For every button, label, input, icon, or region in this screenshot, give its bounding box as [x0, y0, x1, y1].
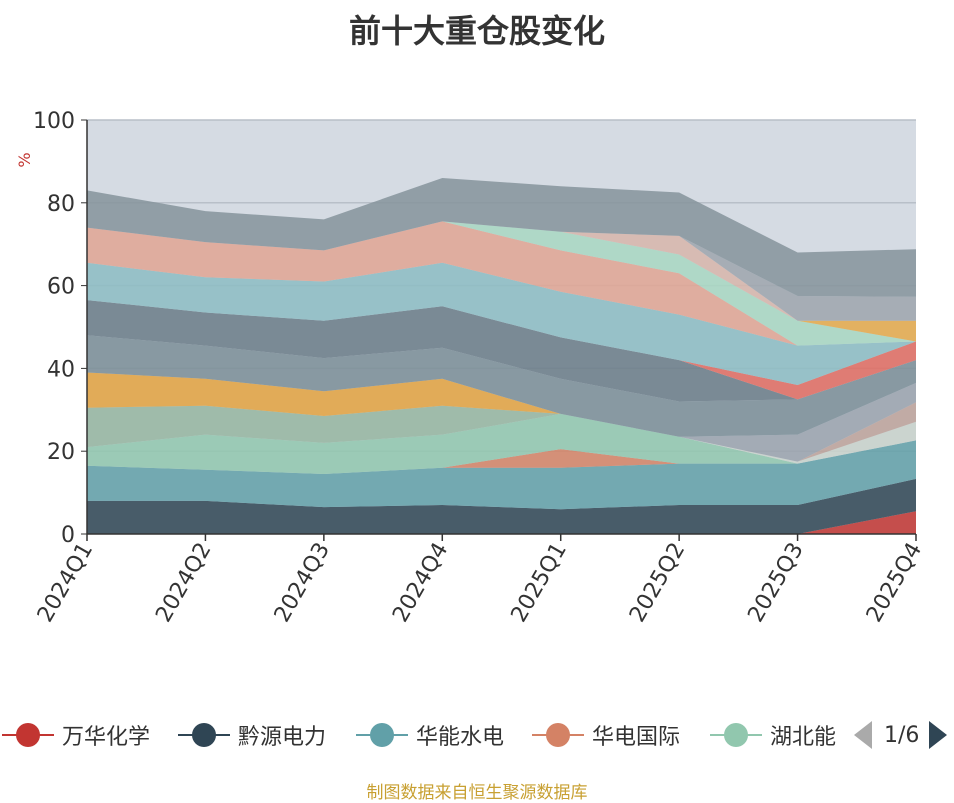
x-tick-label: 2025Q1	[507, 539, 572, 627]
area-chart: 0 20 40 60 80 100 2024Q1 2024Q2 2024Q3 2024Q4 2025…	[15, 109, 927, 627]
legend-pager: 1/6	[854, 712, 948, 758]
y-tick-label: 100	[33, 109, 75, 134]
legend-label: 华能水电	[416, 725, 505, 750]
legend-label: 湖北能	[770, 725, 837, 750]
legend-marker-icon	[710, 723, 762, 747]
y-tick-label: 40	[47, 357, 75, 382]
pager-prev-icon[interactable]	[854, 721, 872, 749]
x-tick-label: 2024Q4	[388, 539, 453, 627]
chart-title: 前十大重仓股变化	[348, 12, 605, 50]
x-tick-label: 2025Q3	[743, 539, 808, 627]
area-series-19[interactable]	[87, 221, 916, 321]
legend-label: 万华化学	[62, 725, 151, 750]
area-series-1[interactable]	[87, 478, 916, 534]
legend-page-number: 1/6	[884, 722, 920, 748]
x-tick-label: 2024Q3	[270, 539, 335, 627]
legend-marker-icon	[532, 723, 584, 747]
x-tick-label: 2025Q2	[625, 539, 690, 627]
y-tick-label: 20	[47, 440, 75, 465]
area-series-8[interactable]	[87, 382, 916, 448]
x-tick-label: 2024Q1	[33, 539, 98, 627]
legend-item-3[interactable]: 华电国际	[532, 712, 680, 758]
legend-item-2[interactable]: 华能水电	[356, 712, 504, 758]
area-series-4[interactable]	[87, 413, 916, 474]
area-series-11[interactable]	[87, 300, 916, 402]
pager-next-icon[interactable]	[929, 721, 948, 749]
area-series-9[interactable]	[87, 372, 916, 437]
legend-item-1[interactable]: 黔源电力	[178, 712, 326, 758]
area-series-20[interactable]	[87, 178, 916, 297]
series-areas	[87, 178, 916, 534]
area-series-10[interactable]	[87, 335, 916, 437]
area-series-2[interactable]	[87, 440, 916, 510]
source-note: 制图数据来自恒生聚源数据库	[366, 783, 588, 803]
legend-marker-icon	[178, 723, 230, 747]
area-series-0[interactable]	[87, 511, 916, 534]
legend-item-0[interactable]: 万华化学	[2, 712, 150, 758]
y-tick-label: 60	[47, 275, 75, 300]
y-tick-label: 0	[61, 523, 75, 548]
legend-marker-icon	[356, 723, 408, 747]
y-axis-label: %	[15, 152, 34, 167]
area-series-3[interactable]	[87, 440, 916, 474]
legend-label: 华电国际	[592, 725, 681, 750]
area-series-15[interactable]	[87, 221, 916, 346]
legend-label: 黔源电力	[238, 725, 327, 750]
legend-item-4[interactable]: 湖北能	[710, 712, 836, 758]
x-tick-label: 2024Q2	[151, 539, 216, 627]
legend-marker-icon	[2, 723, 54, 747]
legend: 万华化学 黔源电力 华能水电 华电国际 湖北能	[0, 712, 954, 758]
y-tick-label: 80	[47, 192, 75, 217]
area-series-16[interactable]	[87, 221, 916, 346]
area-series-14[interactable]	[87, 262, 916, 385]
x-tick-label: 2025Q4	[862, 539, 927, 627]
area-series-7[interactable]	[87, 382, 916, 462]
